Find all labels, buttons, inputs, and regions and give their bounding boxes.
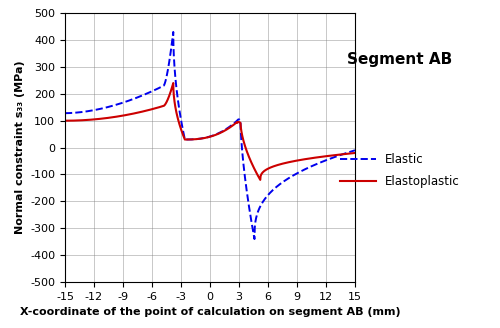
Elastoplastic: [235, 120, 241, 124]
Elastoplastic: [166, 95, 172, 99]
Elastic: [170, 30, 176, 34]
Elastoplastic: [170, 81, 176, 85]
Elastoplastic: [234, 121, 239, 125]
Elastoplastic: [258, 178, 264, 182]
Elastoplastic: [352, 151, 358, 155]
Y-axis label: Normal constraint s₃₃ (MPa): Normal constraint s₃₃ (MPa): [14, 61, 24, 235]
Elastic: [234, 119, 239, 123]
Elastic: [155, 87, 161, 91]
Elastic: [214, 132, 220, 136]
Text: Segment AB: Segment AB: [348, 51, 453, 67]
Elastic: [252, 237, 258, 241]
Elastic: [352, 148, 358, 152]
Elastoplastic: [168, 87, 174, 91]
Elastic: [62, 111, 68, 115]
Elastoplastic: [155, 106, 161, 110]
X-axis label: X-coordinate of the point of calculation on segment AB (mm): X-coordinate of the point of calculation…: [20, 307, 400, 318]
Elastoplastic: [62, 119, 68, 123]
Legend: Elastic, Elastoplastic: Elastic, Elastoplastic: [340, 153, 460, 188]
Line: Elastoplastic: Elastoplastic: [65, 83, 355, 180]
Elastic: [166, 63, 172, 67]
Elastoplastic: [214, 133, 220, 136]
Elastic: [168, 43, 174, 47]
Line: Elastic: Elastic: [65, 32, 355, 239]
Elastic: [235, 118, 241, 122]
